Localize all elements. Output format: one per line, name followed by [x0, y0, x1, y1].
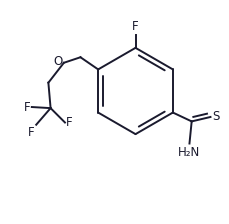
Text: F: F: [24, 101, 30, 114]
Text: O: O: [54, 55, 63, 68]
Text: F: F: [132, 20, 139, 33]
Text: F: F: [28, 126, 35, 139]
Text: S: S: [213, 110, 220, 123]
Text: F: F: [66, 116, 73, 129]
Text: H₂N: H₂N: [178, 146, 201, 159]
